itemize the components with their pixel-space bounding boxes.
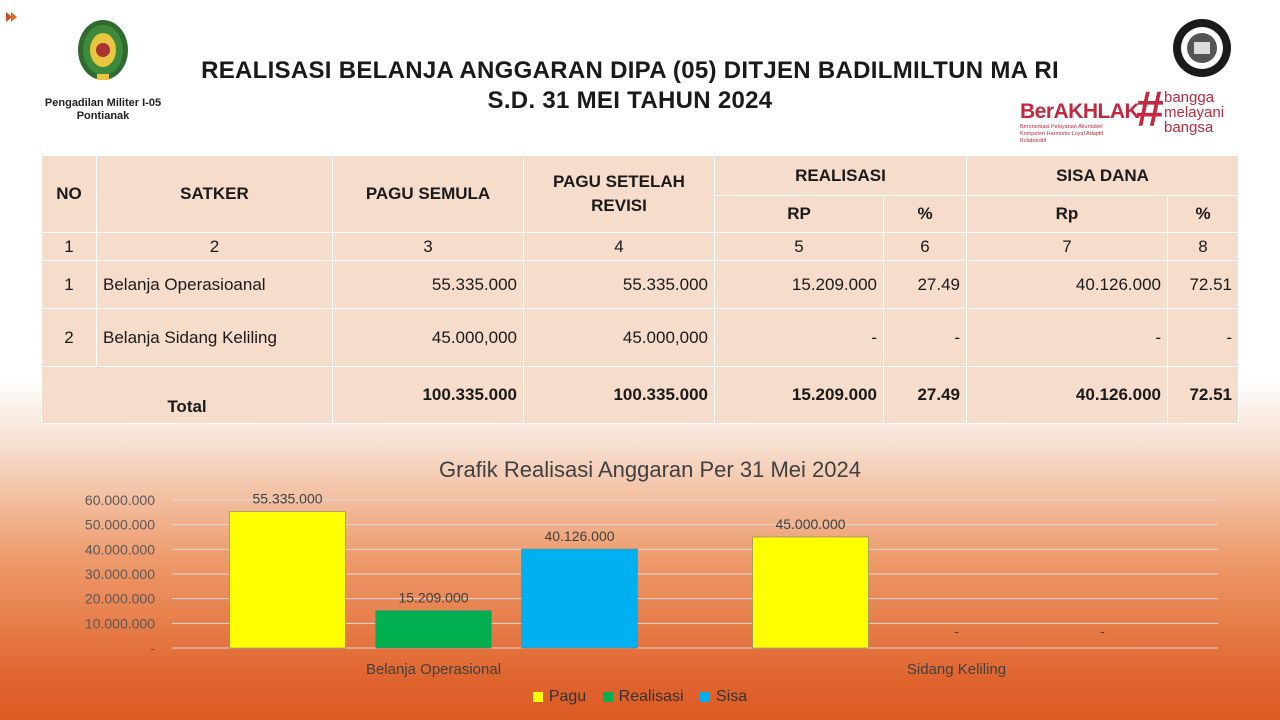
total-pagu-revisi: 100.335.000 xyxy=(523,366,715,424)
cell-sisa-pct: 72.51 xyxy=(1166,260,1240,309)
column-number-row: 1 2 3 4 5 6 7 8 xyxy=(41,232,1240,261)
title-line-1: REALISASI BELANJA ANGGARAN DIPA (05) DIT… xyxy=(201,57,1059,84)
legend-swatch-realisasi xyxy=(602,691,613,702)
col-number: 8 xyxy=(1166,232,1240,261)
legend-swatch-sisa xyxy=(700,691,711,702)
total-realisasi-pct: 27.49 xyxy=(883,366,967,424)
cell-realisasi-pct: - xyxy=(883,308,967,367)
total-row: Total 100.335.000 100.335.000 15.209.000… xyxy=(41,366,1240,424)
total-sisa-pct: 72.51 xyxy=(1166,366,1240,424)
cell-sisa-rp: - xyxy=(966,308,1168,367)
header-sisa-pct: % xyxy=(1166,195,1240,233)
cell-pagu-semula: 45.000,000 xyxy=(332,308,524,367)
total-realisasi-rp: 15.209.000 xyxy=(714,366,884,424)
legend-item-sisa: Sisa xyxy=(700,688,747,706)
bar-realisasi xyxy=(375,610,492,649)
header-pagu-semula: PAGU SEMULA xyxy=(332,155,524,233)
header-realisasi: REALISASI xyxy=(714,155,967,196)
legend-item-realisasi: Realisasi xyxy=(602,688,684,706)
berakhlak-tagline: bangga melayani bangsa xyxy=(1164,90,1224,135)
cell-pagu-revisi: 55.335.000 xyxy=(523,260,715,309)
data-label: - xyxy=(954,623,959,639)
total-label: Total xyxy=(41,366,333,424)
col-number: 1 xyxy=(41,232,97,261)
total-sisa-rp: 40.126.000 xyxy=(966,366,1168,424)
chart-title: Grafik Realisasi Anggaran Per 31 Mei 202… xyxy=(439,457,861,482)
berakhlak-word: BerAKHLAK xyxy=(1020,100,1140,123)
cell-pagu-semula: 55.335.000 xyxy=(332,260,524,309)
header-no: NO xyxy=(41,155,97,233)
y-tick-label: 20.000.000 xyxy=(85,591,155,607)
y-tick-label: 30.000.000 xyxy=(85,566,155,582)
legend-item-pagu: Pagu xyxy=(532,688,587,706)
court-emblem-icon xyxy=(78,20,128,80)
legend-label-realisasi: Realisasi xyxy=(618,688,684,705)
cell-sisa-pct: - xyxy=(1166,308,1240,367)
y-tick-label: 50.000.000 xyxy=(85,517,155,533)
header-row-1: NO SATKER PAGU SEMULA PAGU SETELAH REVIS… xyxy=(41,155,1240,233)
page-title: REALISASI BELANJA ANGGARAN DIPA (05) DIT… xyxy=(160,56,1100,116)
y-tick-label: 60.000.000 xyxy=(85,492,155,508)
cell-satker: Belanja Operasioanal xyxy=(96,260,333,309)
cell-no: 2 xyxy=(41,308,97,367)
header-pagu-revisi-line1: PAGU SETELAH xyxy=(553,172,685,191)
header-pagu-revisi: PAGU SETELAH REVISI xyxy=(523,155,715,233)
bar-pagu xyxy=(229,511,346,649)
header-realisasi-rp: RP xyxy=(714,195,884,233)
tagline-1: bangga xyxy=(1164,89,1215,106)
bar-pagu xyxy=(752,536,869,649)
data-label: 55.335.000 xyxy=(252,491,322,507)
tagline-3: bangsa xyxy=(1164,119,1214,136)
header-pagu-revisi-line2: REVISI xyxy=(591,196,647,215)
total-pagu-semula: 100.335.000 xyxy=(332,366,524,424)
col-number: 5 xyxy=(714,232,884,261)
header-sisa-rp: Rp xyxy=(966,195,1168,233)
y-tick-label: - xyxy=(150,640,155,656)
cell-sisa-rp: 40.126.000 xyxy=(966,260,1168,309)
data-label: 40.126.000 xyxy=(544,528,614,544)
y-tick-label: 40.000.000 xyxy=(85,541,155,557)
x-category-label: Belanja Operasional xyxy=(366,661,501,678)
col-number: 6 xyxy=(883,232,967,261)
legend-label-pagu: Pagu xyxy=(548,688,587,705)
legend-swatch-pagu xyxy=(532,691,543,702)
legend-label-sisa: Sisa xyxy=(716,688,748,705)
data-label: 45.000.000 xyxy=(775,516,845,532)
cell-pagu-revisi: 45.000,000 xyxy=(523,308,715,367)
org-line-1: Pengadilan Militer I-05 xyxy=(44,97,162,109)
cell-no: 1 xyxy=(41,260,97,309)
header-row-2: RP % Rp % xyxy=(42,195,1240,233)
header-realisasi-pct: % xyxy=(883,195,967,233)
header-sisa-dana: SISA DANA xyxy=(965,155,1240,196)
bar-sisa xyxy=(521,548,638,649)
org-line-2: Pontianak xyxy=(76,110,130,122)
table-row: 1 Belanja Operasioanal 55.335.000 55.335… xyxy=(41,260,1240,309)
hashtag-icon: # xyxy=(1136,81,1164,137)
cell-satker: Belanja Sidang Keliling xyxy=(96,308,333,367)
cell-realisasi-pct: 27.49 xyxy=(883,260,967,309)
ministry-seal-icon xyxy=(1173,19,1231,77)
table-row: 2 Belanja Sidang Keliling 45.000,000 45.… xyxy=(41,308,1240,367)
organization-name: Pengadilan Militer I-05 Pontianak xyxy=(20,97,186,123)
title-line-2: S.D. 31 MEI TAHUN 2024 xyxy=(487,87,773,114)
corner-arrow-icon xyxy=(6,12,17,22)
tagline-2: melayani xyxy=(1164,104,1225,121)
berakhlak-subtitle: Berorientasi Pelayanan Akuntabel Kompete… xyxy=(1020,124,1104,144)
y-tick-label: 10.000.000 xyxy=(85,615,155,631)
budget-table: NO SATKER PAGU SEMULA PAGU SETELAH REVIS… xyxy=(41,155,1240,424)
berakhlak-logo: BerAKHLAK Berorientasi Pelayanan Akuntab… xyxy=(1016,82,1256,144)
cell-realisasi-rp: - xyxy=(714,308,884,367)
col-number: 7 xyxy=(966,232,1168,261)
col-number: 2 xyxy=(96,232,333,261)
col-number: 3 xyxy=(332,232,524,261)
data-label: 15.209.000 xyxy=(398,589,468,605)
x-category-label: Sidang Keliling xyxy=(907,661,1006,678)
data-label: - xyxy=(1100,623,1105,639)
cell-realisasi-rp: 15.209.000 xyxy=(714,260,884,309)
header-satker: SATKER xyxy=(96,155,333,233)
chart-legend: Pagu Realisasi Sisa xyxy=(0,688,1280,706)
bar-chart: - 10.000.000 20.000.000 30.000.000 40.000.00… xyxy=(85,491,1218,678)
col-number: 4 xyxy=(523,232,715,261)
